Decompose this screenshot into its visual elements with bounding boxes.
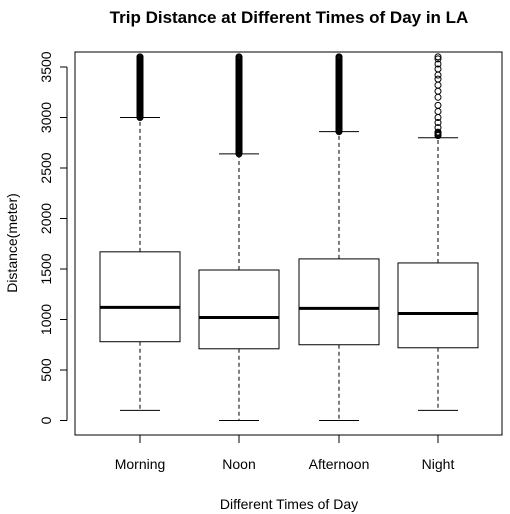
y-tick-label: 3000 bbox=[38, 102, 54, 133]
outlier-point bbox=[136, 70, 144, 78]
outlier-point bbox=[235, 68, 243, 76]
outlier-point bbox=[136, 65, 144, 73]
outlier-point bbox=[235, 146, 243, 154]
x-axis-label: Different Times of Day bbox=[220, 496, 358, 512]
box-group bbox=[397, 53, 479, 411]
outlier-point bbox=[235, 53, 243, 61]
y-tick-label: 1500 bbox=[38, 253, 54, 284]
y-axis: 0 500 1000 1500 2000 2500 3000 3500 bbox=[38, 51, 68, 424]
outlier-point bbox=[136, 109, 144, 117]
outlier-point bbox=[434, 107, 442, 115]
box-group bbox=[198, 53, 280, 421]
box-group bbox=[298, 53, 380, 421]
box-group bbox=[99, 53, 181, 411]
outlier-point bbox=[235, 119, 243, 127]
outlier-point bbox=[136, 83, 144, 91]
outlier-point bbox=[335, 71, 343, 79]
outlier-point bbox=[434, 60, 442, 68]
outlier-point bbox=[235, 134, 243, 142]
outlier-point bbox=[136, 93, 144, 101]
outlier-point bbox=[235, 103, 243, 111]
outlier-point bbox=[434, 87, 442, 95]
box-iqr bbox=[397, 262, 479, 349]
y-axis-label: Distance(meter) bbox=[4, 193, 20, 293]
outlier-point bbox=[434, 128, 442, 136]
outlier-point bbox=[434, 75, 442, 83]
chart-title: Trip Distance at Different Times of Day … bbox=[110, 8, 469, 27]
outlier-point bbox=[434, 124, 442, 132]
outlier-point bbox=[434, 101, 442, 109]
x-tick-label: Noon bbox=[222, 456, 255, 472]
outlier-point bbox=[434, 71, 442, 79]
y-tick-label: 2000 bbox=[38, 203, 54, 234]
y-tick-label: 1000 bbox=[38, 304, 54, 335]
y-tick-label: 3500 bbox=[38, 51, 54, 82]
outlier-point bbox=[136, 57, 144, 65]
outlier-point bbox=[136, 102, 144, 110]
x-tick-label: Afternoon bbox=[309, 456, 370, 472]
y-tick-label: 500 bbox=[38, 358, 54, 382]
outlier-point bbox=[434, 81, 442, 89]
outlier-point bbox=[335, 119, 343, 127]
box-iqr bbox=[99, 251, 181, 343]
y-tick-label: 0 bbox=[38, 416, 54, 424]
outlier-point bbox=[335, 126, 343, 134]
x-tick-label: Morning bbox=[115, 456, 166, 472]
outlier-point bbox=[335, 53, 343, 61]
x-axis: Morning Noon Afternoon Night bbox=[115, 434, 455, 472]
box-iqr bbox=[198, 269, 280, 350]
outlier-point bbox=[335, 108, 343, 116]
outlier-point bbox=[434, 93, 442, 101]
outlier-point bbox=[136, 75, 144, 83]
outlier-point bbox=[235, 55, 243, 63]
box-iqr bbox=[298, 258, 380, 346]
x-tick-label: Night bbox=[422, 456, 455, 472]
outlier-point bbox=[136, 53, 144, 61]
outlier-point bbox=[434, 53, 442, 61]
outlier-point bbox=[335, 98, 343, 106]
outlier-point bbox=[335, 83, 343, 91]
outlier-point bbox=[235, 83, 243, 91]
boxes bbox=[99, 53, 479, 421]
y-tick-label: 2500 bbox=[38, 152, 54, 183]
outlier-point bbox=[434, 65, 442, 73]
outlier-point bbox=[434, 55, 442, 63]
outlier-point bbox=[434, 119, 442, 127]
outlier-point bbox=[136, 61, 144, 69]
